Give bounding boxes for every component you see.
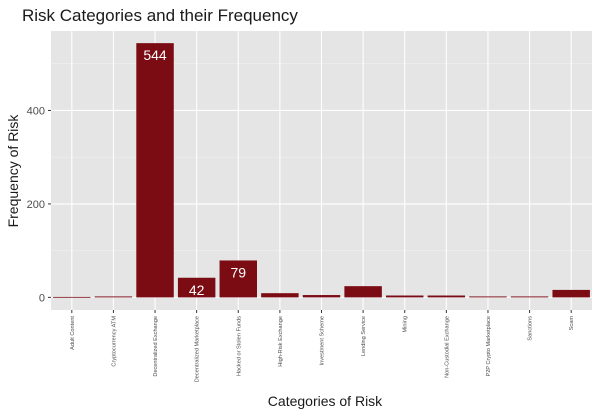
x-tick-label: Investment Scheme — [320, 316, 326, 365]
bar — [219, 260, 257, 298]
x-tick-label: Decentralized Marketplace — [195, 316, 201, 382]
bar — [94, 296, 133, 298]
bar — [552, 289, 590, 298]
bar — [53, 296, 91, 298]
x-axis-title: Categories of Risk — [268, 393, 383, 409]
bar — [510, 296, 549, 298]
x-tick-label: Decentralized Exchange — [153, 316, 159, 377]
x-tick-label: Lending Service — [361, 316, 367, 356]
x-axis: Adult Content Cryptocurrency ATM Decentral… — [70, 310, 575, 382]
x-tick-label: Hacked or Stolen Funds — [236, 316, 242, 376]
x-tick-label: High-Risk Exchange — [278, 316, 284, 367]
y-axis-title: Frequency of Risk — [5, 114, 21, 228]
bar — [344, 286, 382, 298]
bar — [469, 296, 507, 298]
y-tick-label: 200 — [27, 199, 45, 211]
bar — [386, 295, 424, 298]
x-tick-label: Non-Custodial Exchange — [444, 316, 450, 378]
bars — [53, 43, 590, 298]
bar-value-label: 42 — [189, 282, 205, 298]
bar — [261, 293, 299, 298]
x-tick-label: P2P Crypto Marketplace — [486, 316, 492, 377]
x-tick-label: Cryptocurrency ATM — [111, 316, 117, 367]
x-tick-label: Mining — [403, 316, 409, 332]
bar — [136, 43, 174, 298]
x-tick-label: Adult Content — [70, 316, 76, 350]
bar-value-label: 79 — [230, 264, 246, 280]
y-axis: 0 200 400 — [27, 105, 51, 304]
x-tick-label: Scam — [569, 316, 575, 331]
bar — [302, 295, 341, 298]
data-labels: 544 42 79 — [143, 47, 246, 298]
y-tick-label: 400 — [27, 105, 45, 117]
chart-title: Risk Categories and their Frequency — [22, 6, 298, 25]
bar — [177, 277, 216, 298]
y-tick-label: 0 — [39, 292, 45, 304]
bar — [427, 295, 466, 298]
bar-value-label: 544 — [143, 47, 167, 63]
x-tick-label: Sanctions — [528, 316, 534, 341]
